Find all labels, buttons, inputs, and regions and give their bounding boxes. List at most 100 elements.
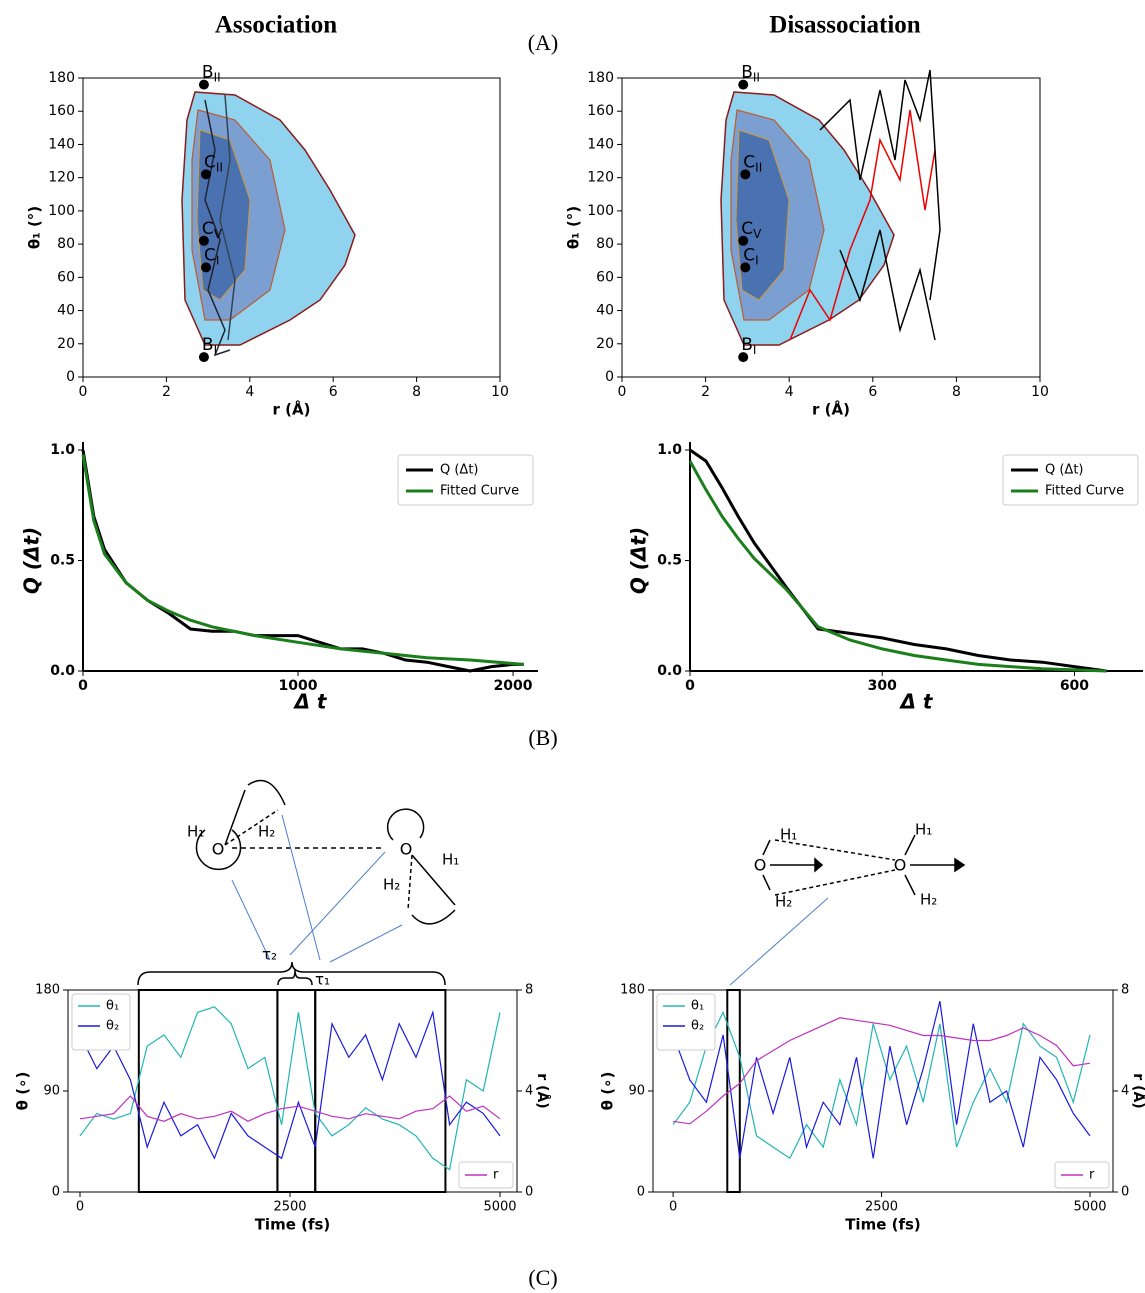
- panel-label: (C): [528, 1265, 557, 1290]
- y-tick-label: 20: [57, 336, 75, 352]
- y-tick-label: 90: [43, 1084, 60, 1099]
- legend-box: [656, 993, 716, 1051]
- x-tick-label: 0: [618, 384, 627, 400]
- point-label: CV: [202, 219, 223, 241]
- heading: Disassociation: [769, 12, 921, 39]
- x-tick-label: 2500: [865, 1200, 898, 1215]
- legend-label: θ₁: [691, 999, 704, 1014]
- y-tick-label: 1.0: [50, 442, 75, 458]
- legend-label: θ₁: [106, 999, 119, 1014]
- x-tick-label: 0: [79, 384, 88, 400]
- y-tick-label: 180: [587, 70, 614, 86]
- point: [198, 79, 209, 90]
- point: [740, 262, 751, 273]
- atom-label: H₂: [775, 893, 792, 911]
- point-label: BI: [741, 335, 756, 357]
- y-tick-label: 160: [587, 103, 614, 119]
- y2-tick-label: 4: [525, 1084, 533, 1099]
- point-label: BII: [741, 63, 760, 85]
- x-tick-label: 1000: [279, 678, 318, 694]
- x-axis-label: Time (fs): [255, 1216, 331, 1234]
- y-axis-label: θ₁ (°): [26, 206, 44, 249]
- highlight-span: [314, 989, 447, 1193]
- y-tick-label: 100: [48, 203, 75, 219]
- y-tick-label: 120: [48, 170, 75, 186]
- legend-label: θ₂: [691, 1019, 704, 1034]
- point-name: C: [202, 219, 214, 239]
- diagram-right: [729, 834, 966, 986]
- highlight-span: [137, 989, 279, 1193]
- point-label: CV: [741, 219, 762, 241]
- point: [198, 235, 209, 246]
- legend-label: Fitted Curve: [1045, 484, 1124, 499]
- x-axis-label: Δ t: [292, 690, 327, 714]
- y-tick-label: 180: [620, 983, 645, 998]
- atom-label: H₁: [915, 821, 932, 839]
- tau-label: τ₁: [315, 971, 330, 989]
- atom-label: H₂: [920, 891, 937, 909]
- atom-label: O: [754, 856, 767, 875]
- point-sub: V: [753, 226, 762, 240]
- x-tick-label: 6: [329, 384, 338, 400]
- x-tick-label: 0: [685, 678, 695, 694]
- point-sub: II: [755, 160, 762, 174]
- atom-label: H₁: [187, 823, 204, 841]
- y-axis-label: Q (Δt): [20, 527, 44, 594]
- x-tick-label: 600: [1060, 678, 1089, 694]
- x-tick-label: 4: [245, 384, 254, 400]
- series-line: [688, 460, 1107, 673]
- y2-axis-label: r (Å): [1130, 1073, 1145, 1108]
- x-tick-label: 0: [669, 1200, 677, 1215]
- x-axis-label: r (Å): [812, 400, 850, 419]
- point: [198, 352, 209, 363]
- chart: 0 2500 5000 0 90 180 0 4 8 Time (fs) θ (∘) r (Å) θ₁ θ…: [14, 983, 552, 1234]
- y-axis-label: θ₁ (°): [565, 206, 583, 249]
- x-tick-label: 8: [952, 384, 961, 400]
- x-axis-label: Δ t: [898, 690, 933, 714]
- y-axis-label: Q (Δt): [627, 527, 651, 594]
- x-axis-label: r (Å): [273, 400, 311, 419]
- y-tick-label: 180: [48, 70, 75, 86]
- plot-frame: [621, 77, 1041, 378]
- series-line: [81, 454, 524, 666]
- point-label: CII: [743, 152, 762, 174]
- series-line: [672, 1001, 1091, 1159]
- point-label: BII: [202, 63, 221, 85]
- x-tick-label: 0: [78, 678, 88, 694]
- point-sub: I: [214, 343, 218, 357]
- point-name: B: [202, 63, 214, 83]
- point-sub: I: [755, 253, 759, 267]
- y-tick-label: 0: [66, 369, 75, 385]
- y2-tick-label: 4: [1121, 1084, 1129, 1099]
- y-tick-label: 80: [596, 236, 614, 252]
- y-tick-label: 90: [628, 1084, 645, 1099]
- point-name: C: [741, 219, 753, 239]
- x-axis-label: Time (fs): [845, 1216, 921, 1234]
- chart: 0 300 600 0.0 0.5 1.0 Δ t Q (Δt) Q (Δt) Fitted Cu…: [627, 442, 1143, 714]
- x-tick-label: 0: [76, 1200, 84, 1215]
- y-tick-label: 120: [587, 170, 614, 186]
- legend-label: r: [1089, 1168, 1095, 1183]
- x-tick-label: 2500: [273, 1200, 306, 1215]
- point-sub: I: [753, 343, 757, 357]
- point-sub: II: [753, 70, 760, 84]
- y-tick-label: 0: [637, 1185, 645, 1200]
- x-tick-label: 5000: [1073, 1200, 1106, 1215]
- atom-label: H₁: [442, 851, 459, 869]
- point: [201, 169, 212, 180]
- point-sub: II: [214, 70, 221, 84]
- series-line: [79, 1006, 501, 1171]
- y2-tick-label: 0: [525, 1185, 533, 1200]
- point: [738, 352, 749, 363]
- x-tick-label: 4: [785, 384, 794, 400]
- y-tick-label: 100: [587, 203, 614, 219]
- x-tick-label: 10: [491, 384, 509, 400]
- y-tick-label: 180: [35, 983, 60, 998]
- point-label: CII: [204, 152, 223, 174]
- legend-label: Fitted Curve: [440, 484, 519, 499]
- y-tick-label: 0.5: [657, 553, 682, 569]
- x-tick-label: 300: [868, 678, 897, 694]
- x-tick-label: 8: [412, 384, 421, 400]
